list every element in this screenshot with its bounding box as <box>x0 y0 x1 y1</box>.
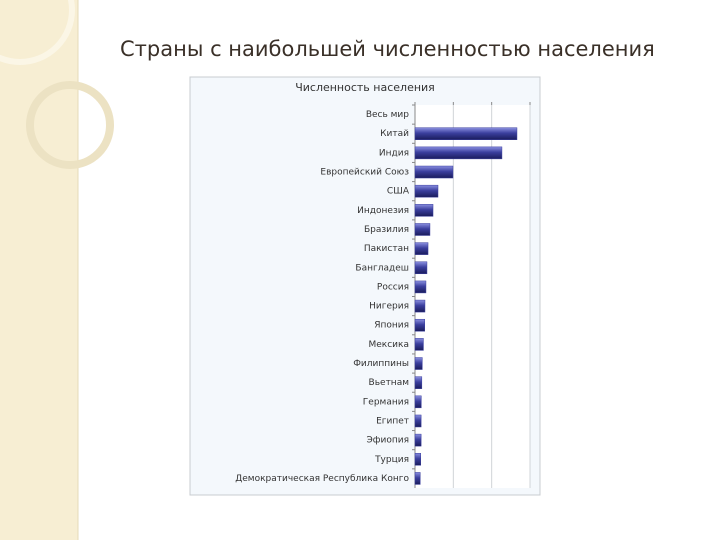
y-tick-label: Россия <box>377 282 409 292</box>
y-tick-label: Мексика <box>369 340 410 350</box>
plot-area <box>415 105 530 488</box>
bar <box>414 223 431 236</box>
bar <box>414 146 503 160</box>
bar <box>414 184 439 198</box>
bar <box>414 453 421 466</box>
y-tick-label: Индия <box>379 148 409 158</box>
bar <box>414 395 422 409</box>
y-tick-label: Нигерия <box>369 302 409 312</box>
bar <box>414 127 518 140</box>
y-tick-label: Вьетнам <box>369 378 409 388</box>
bar <box>414 376 423 389</box>
chart-title: Численность населения <box>295 81 435 94</box>
bar <box>414 338 424 351</box>
bar <box>414 280 427 294</box>
bar <box>414 433 422 447</box>
y-tick-label: Египет <box>376 416 409 426</box>
y-tick-label: Европейский Союз <box>320 168 409 178</box>
y-tick-label: Пакистан <box>364 244 409 254</box>
y-tick-label: Демократическая Республика Конго <box>235 474 409 484</box>
bar <box>414 261 428 275</box>
y-tick-label: Индонезия <box>357 206 409 216</box>
bar <box>414 242 429 255</box>
decor-circle <box>26 81 114 169</box>
bar <box>414 472 421 485</box>
side-strip <box>0 0 78 540</box>
y-tick-label: Эфиопия <box>367 436 409 446</box>
y-tick-label: Китай <box>380 129 409 139</box>
y-tick-label: Турция <box>374 455 409 465</box>
y-tick-label: Германия <box>363 397 409 407</box>
bar <box>414 318 425 332</box>
y-tick-label: Бангладеш <box>355 263 409 273</box>
bar <box>414 357 423 370</box>
decor-circle <box>0 0 75 65</box>
y-tick-label: Бразилия <box>364 225 409 235</box>
y-tick-label: Весь мир <box>366 110 409 120</box>
y-tick-label: США <box>387 187 410 197</box>
bar <box>414 414 422 428</box>
bar <box>414 204 434 217</box>
y-tick-label: Япония <box>374 321 409 331</box>
bar <box>414 165 454 179</box>
slide-title: Страны с наибольшей численностью населен… <box>120 37 655 61</box>
y-tick-label: Филиппины <box>353 359 409 369</box>
bar <box>414 299 426 313</box>
